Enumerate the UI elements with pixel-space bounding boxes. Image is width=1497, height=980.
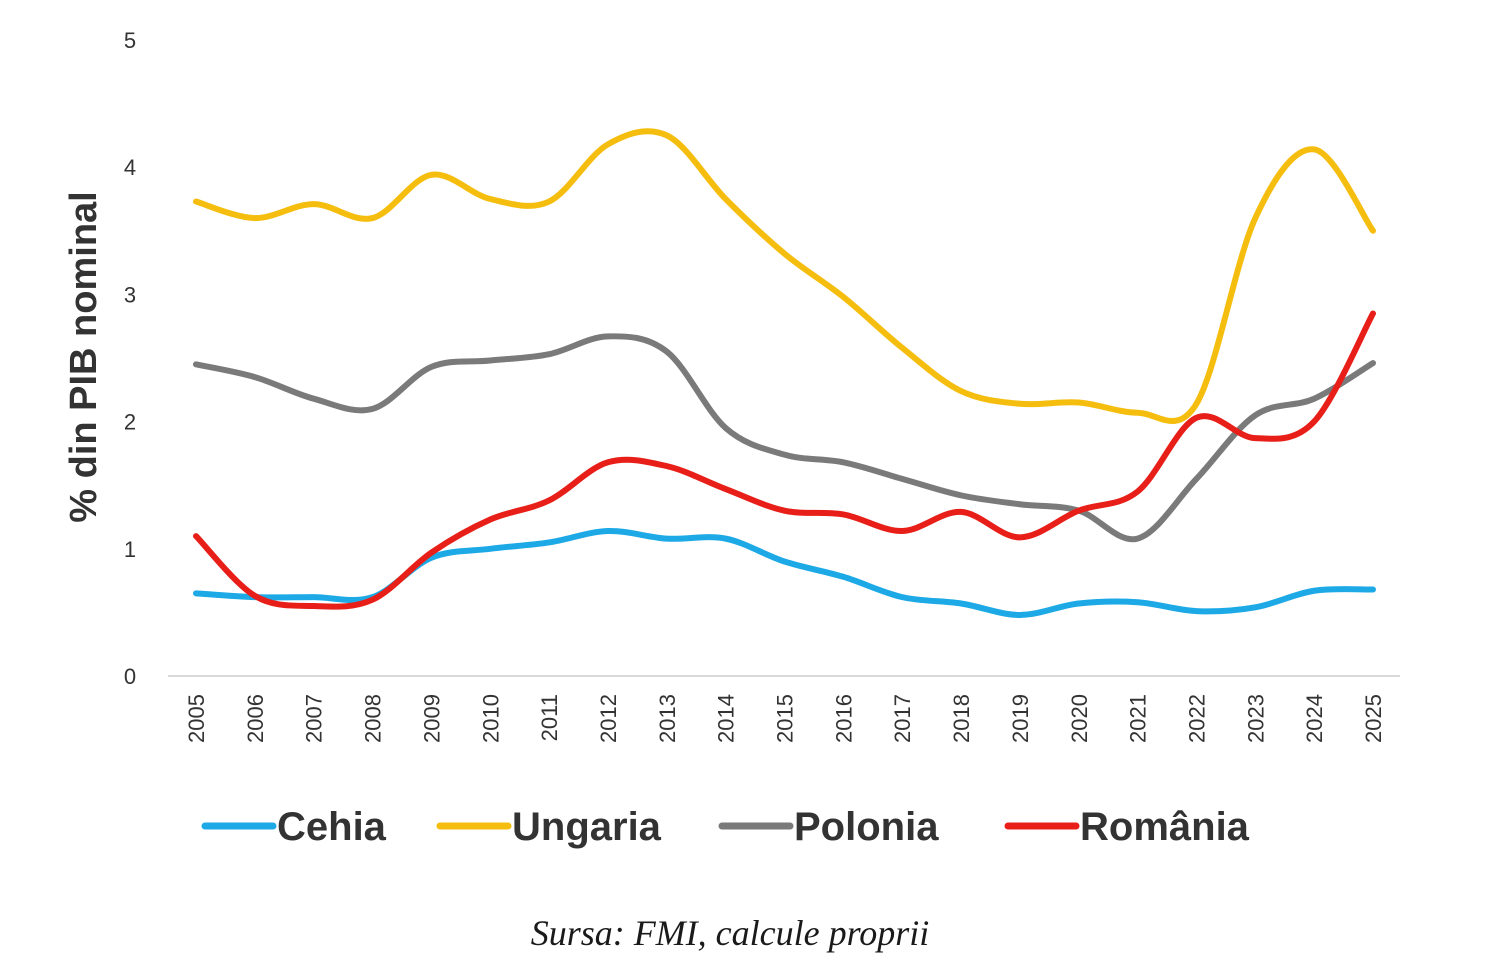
legend: Cehia Ungaria Polonia România bbox=[201, 805, 1250, 849]
x-tick-label: 2010 bbox=[478, 694, 503, 743]
x-tick-label: 2021 bbox=[1126, 694, 1151, 743]
series-line-romnia bbox=[193, 310, 1376, 610]
legend-label: Cehia bbox=[277, 805, 387, 849]
y-tick-label: 0 bbox=[124, 664, 136, 689]
x-tick-label: 2023 bbox=[1243, 694, 1268, 743]
x-tick-label: 2007 bbox=[302, 694, 327, 743]
y-axis-label: % din PIB nominal bbox=[63, 191, 105, 522]
legend-label: România bbox=[1080, 805, 1250, 849]
x-tick-label: 2017 bbox=[890, 694, 915, 743]
x-tick-label: 2018 bbox=[949, 694, 974, 743]
y-tick-label: 4 bbox=[124, 155, 136, 180]
x-tick-label: 2013 bbox=[655, 694, 680, 743]
y-axis-ticks: 0 1 2 3 4 5 bbox=[124, 28, 136, 689]
x-tick-label: 2008 bbox=[361, 694, 386, 743]
series-lines bbox=[193, 128, 1376, 618]
x-tick-label: 2022 bbox=[1184, 694, 1209, 743]
x-tick-label: 2016 bbox=[831, 694, 856, 743]
y-tick-label: 5 bbox=[124, 28, 136, 53]
series-line-ungaria bbox=[193, 128, 1376, 424]
x-tick-label: 2019 bbox=[1008, 694, 1033, 743]
source-note: Sursa: FMI, calcule proprii bbox=[530, 913, 930, 953]
legend-label: Ungaria bbox=[512, 805, 662, 849]
y-tick-label: 1 bbox=[124, 537, 136, 562]
x-tick-label: 2009 bbox=[419, 694, 444, 743]
x-tick-label: 2014 bbox=[714, 694, 739, 743]
x-tick-label: 2011 bbox=[537, 694, 562, 741]
x-tick-label: 2024 bbox=[1302, 694, 1327, 743]
series-line-polonia bbox=[193, 333, 1376, 543]
x-tick-label: 2020 bbox=[1067, 694, 1092, 743]
x-tick-label: 2025 bbox=[1361, 694, 1386, 743]
y-tick-label: 2 bbox=[124, 410, 136, 435]
y-tick-label: 3 bbox=[124, 282, 136, 307]
x-tick-label: 2006 bbox=[243, 694, 268, 743]
x-tick-label: 2005 bbox=[184, 694, 209, 743]
legend-label: Polonia bbox=[794, 805, 939, 849]
x-tick-label: 2012 bbox=[596, 694, 621, 743]
x-axis-ticks: 2005 2006 2007 2008 2009 2010 2011 2012 2013 2014… bbox=[184, 694, 1386, 743]
x-tick-label: 2015 bbox=[773, 694, 798, 743]
